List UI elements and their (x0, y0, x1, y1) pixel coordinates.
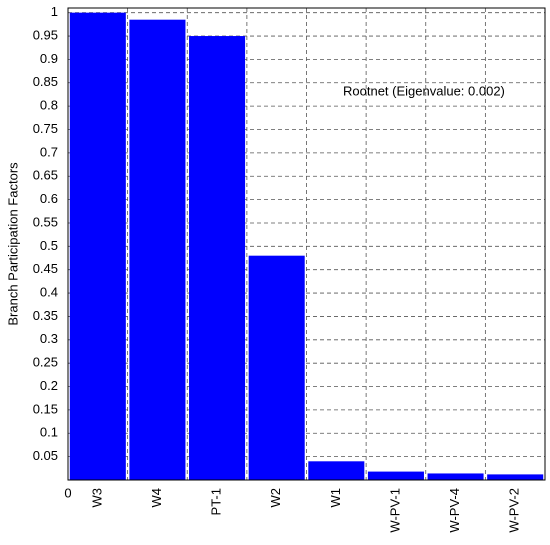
y-tick-label: 0.8 (40, 98, 58, 113)
plot-frame (67, 7, 546, 481)
y-tick-label: 0.05 (33, 448, 58, 463)
y-tick-label: 0.25 (33, 355, 58, 370)
y-tick-label: 0.7 (40, 144, 58, 159)
y-tick-label: 0.5 (40, 238, 58, 253)
x-tick-label: W1 (328, 488, 343, 508)
y-tick-label: 0.75 (33, 121, 58, 136)
y-axis-title: Branch Participation Factors (5, 162, 20, 326)
bar (69, 12, 126, 480)
x-tick-label: W-PV-4 (447, 488, 462, 533)
bar (487, 474, 544, 480)
y-tick-label: 0.85 (33, 74, 58, 89)
y-tick-label: 0.6 (40, 191, 58, 206)
x-tick-label: W-PV-1 (387, 488, 402, 533)
y-tick-label: 0.1 (40, 425, 58, 440)
bar (427, 473, 484, 480)
bar (308, 461, 365, 480)
x-tick-label: W4 (149, 488, 164, 508)
y-tick-label: 0.3 (40, 331, 58, 346)
bar (129, 19, 186, 481)
bar (367, 471, 424, 480)
y-tick-label: 0.2 (40, 378, 58, 393)
y-tick-label: 0.95 (33, 27, 58, 42)
y-tick-label: 0.15 (33, 401, 58, 416)
x-tick-label: W-PV-2 (507, 488, 522, 533)
y-tick-label: 0.4 (40, 285, 58, 300)
y-tick-label: 1 (51, 4, 58, 19)
y-tick-label: 0.9 (40, 51, 58, 66)
y-tick-label: 0.65 (33, 168, 58, 183)
y-tick-label: 0.55 (33, 214, 58, 229)
x-tick-label: W3 (89, 488, 104, 508)
y-tick-label: 0.35 (33, 308, 58, 323)
y-tick-label: 0.45 (33, 261, 58, 276)
x-tick-label: PT-1 (209, 488, 224, 515)
bar (189, 36, 246, 480)
bar (248, 255, 305, 480)
annotation: Rootnet (Eigenvalue: 0.002) (343, 83, 505, 98)
y-tick-label: 0 (64, 485, 71, 500)
x-tick-label: W2 (268, 488, 283, 508)
